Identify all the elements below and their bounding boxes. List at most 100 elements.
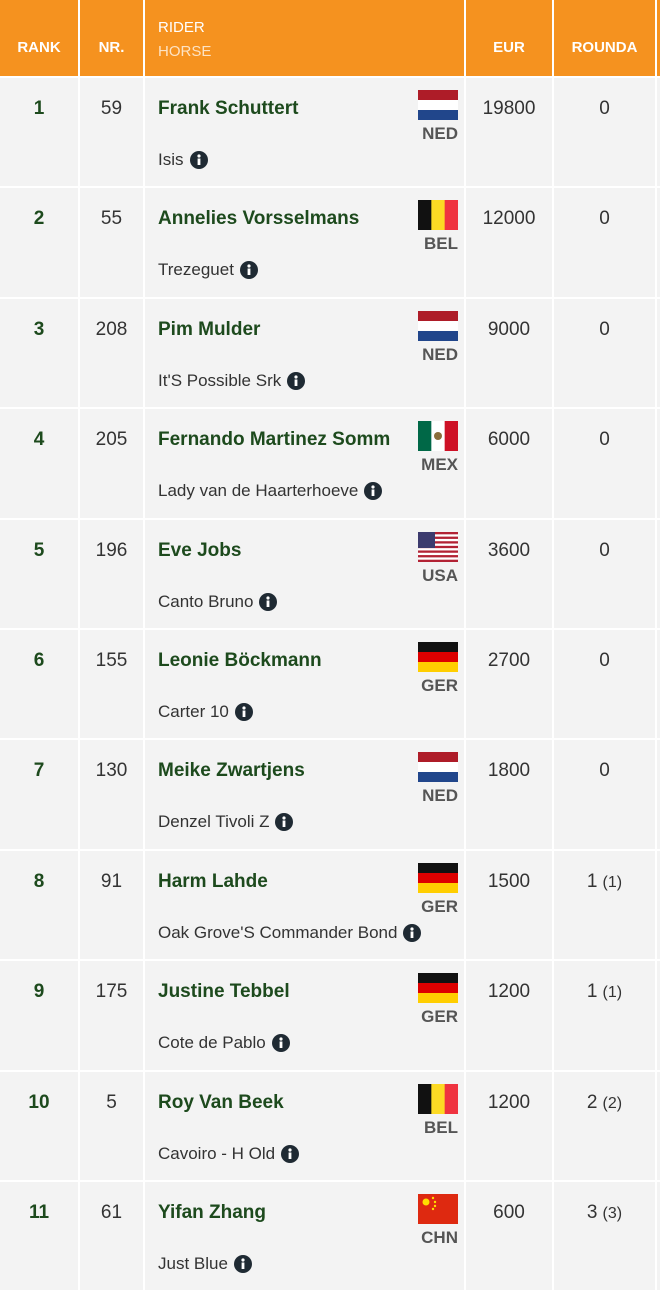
horse-text[interactable]: Canto Bruno (158, 591, 254, 611)
horse-text[interactable]: Lady van de Haarterhoeve (158, 481, 359, 501)
table-cell (0, 1182, 78, 1291)
header-cell (466, 0, 552, 76)
number: 196 (95, 539, 128, 561)
rider-name[interactable]: Justine Tebbel (158, 981, 290, 1003)
info-icon[interactable] (259, 592, 278, 611)
header-eur[interactable]: EUR (493, 39, 525, 56)
rider-name[interactable]: Roy Van Beek (158, 1091, 284, 1113)
info-icon[interactable] (189, 151, 208, 169)
table-cell (466, 78, 552, 187)
rider-name[interactable]: Yifan Zhang (158, 1202, 267, 1223)
rider-name[interactable]: Pim Mulder (158, 318, 261, 340)
horse-name[interactable]: Cavoiro - H Old (158, 1143, 300, 1164)
prize-money: 1800 (487, 760, 531, 782)
rider-name[interactable]: Harm Lahde (158, 870, 268, 892)
country-code: GER (421, 1007, 458, 1027)
number: 175 (95, 981, 128, 1003)
prize-money: 9000 (487, 318, 531, 340)
prize-money: 6000 (487, 429, 531, 451)
round-a: 1 (1) (554, 981, 655, 1003)
header-rider[interactable]: RIDER (158, 19, 205, 36)
horse-name[interactable]: Just Blue (158, 1254, 252, 1274)
country-code: BEL (424, 234, 458, 254)
info-icon[interactable] (364, 482, 383, 501)
table-cell (0, 78, 78, 187)
info-icon[interactable] (281, 1144, 300, 1163)
header-cell (145, 0, 464, 76)
table-cell (657, 78, 660, 187)
rider-name[interactable]: Eve Jobs (158, 539, 242, 561)
table-cell (145, 519, 464, 628)
round-a: 0 (554, 98, 655, 120)
info-icon[interactable] (233, 1255, 252, 1273)
horse-name[interactable]: Cote de Pablo (158, 1033, 290, 1053)
rider-name[interactable]: Leonie Böckmann (158, 650, 322, 671)
round-a: 3 (3) (554, 1202, 655, 1224)
horse-name[interactable]: Denzel Tivoli Z (158, 812, 294, 832)
rider-name[interactable]: Annelies Vorsselmans (158, 208, 360, 230)
table-cell (80, 850, 143, 960)
horse-text[interactable]: Trezeguet (158, 260, 234, 280)
horse-name[interactable]: Lady van de Haarterhoeve (158, 481, 383, 501)
table-cell (145, 1182, 464, 1291)
time-faults: (3) (602, 1205, 623, 1222)
table-cell (466, 850, 552, 960)
faults: 1 (586, 870, 598, 892)
table-cell (657, 409, 660, 518)
horse-text[interactable]: Cavoiro - H Old (158, 1143, 276, 1163)
rank: 7 (33, 760, 45, 782)
rank: 1 (33, 98, 45, 119)
round-a: 2 (2) (554, 1092, 655, 1114)
rank: 2 (33, 208, 45, 230)
horse-text[interactable]: Carter 10 (158, 702, 229, 721)
country-code: GER (421, 896, 458, 916)
table-cell (554, 78, 655, 187)
info-icon[interactable] (403, 923, 422, 942)
table-cell (0, 630, 78, 739)
info-icon[interactable] (271, 1034, 290, 1053)
table-cell (554, 1182, 655, 1291)
table-cell (80, 961, 143, 1070)
horse-text[interactable]: Denzel Tivoli Z (158, 812, 270, 832)
horse-name[interactable]: Isis (158, 150, 208, 170)
horse-name[interactable]: Carter 10 (158, 702, 253, 722)
info-icon[interactable] (239, 261, 258, 280)
rank: 5 (33, 539, 45, 561)
header-nr[interactable]: NR. (98, 39, 125, 56)
horse-name[interactable]: Canto Bruno (158, 591, 278, 612)
header-rank[interactable]: RANK (17, 39, 61, 56)
prize-money: 1200 (487, 1091, 531, 1113)
table-cell (554, 188, 655, 297)
number: 55 (100, 208, 123, 230)
table-cell (657, 961, 660, 1070)
flag (418, 200, 458, 231)
horse-text[interactable]: Isis (158, 150, 184, 169)
number: 61 (100, 1202, 123, 1223)
header-rounda[interactable]: ROUNDA (571, 39, 638, 56)
header-horse[interactable]: HORSE (158, 43, 212, 60)
faults: 3 (586, 1202, 598, 1223)
horse-name[interactable]: Oak Grove'S Commander Bond (158, 922, 422, 943)
faults: 2 (586, 1091, 598, 1113)
horse-name[interactable]: Trezeguet (158, 260, 258, 280)
info-icon[interactable] (287, 371, 306, 390)
table-cell (466, 740, 552, 849)
horse-text[interactable]: Cote de Pablo (158, 1033, 266, 1053)
prize-money: 3600 (487, 539, 531, 561)
table-cell (0, 740, 78, 849)
table-cell (657, 298, 660, 408)
number: 208 (95, 318, 128, 340)
round-a: 0 (554, 540, 655, 562)
table-cell (657, 1071, 660, 1180)
number: 130 (95, 760, 128, 782)
horse-text[interactable]: Just Blue (158, 1254, 228, 1273)
rider-name[interactable]: Frank Schuttert (158, 98, 299, 119)
info-icon[interactable] (234, 703, 253, 721)
horse-text[interactable]: It'S Possible Srk (158, 370, 282, 390)
horse-text[interactable]: Oak Grove'S Commander Bond (158, 922, 398, 942)
table-cell (0, 1071, 78, 1180)
rider-name[interactable]: Fernando Martinez Somm (158, 429, 391, 451)
horse-name[interactable]: It'S Possible Srk (158, 370, 306, 391)
info-icon[interactable] (275, 813, 294, 832)
rider-name[interactable]: Meike Zwartjens (158, 760, 305, 782)
